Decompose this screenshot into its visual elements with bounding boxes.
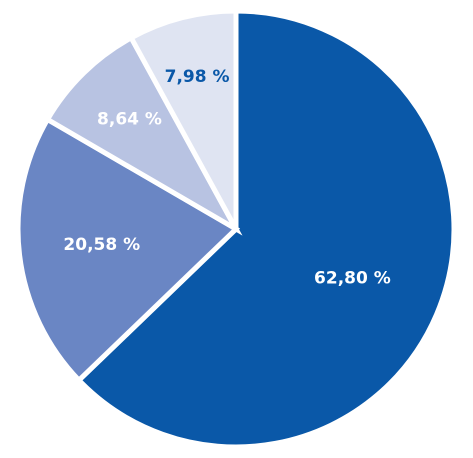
pie-labels: 62,80 % 20,58 % 8,64 % 7,98 % xyxy=(63,67,390,289)
pie-slice-label-1: 62,80 % xyxy=(314,269,391,289)
pie-slice-4 xyxy=(127,8,239,231)
pie-slice-3 xyxy=(44,34,243,236)
pie-slices xyxy=(15,8,457,450)
pie-slice-label-4: 7,98 % xyxy=(165,67,230,87)
pie-slice-1 xyxy=(75,8,457,450)
pie-slice-2 xyxy=(15,116,241,384)
pie-slice-label-3: 8,64 % xyxy=(97,110,162,130)
pie-slice-label-2: 20,58 % xyxy=(63,235,140,255)
